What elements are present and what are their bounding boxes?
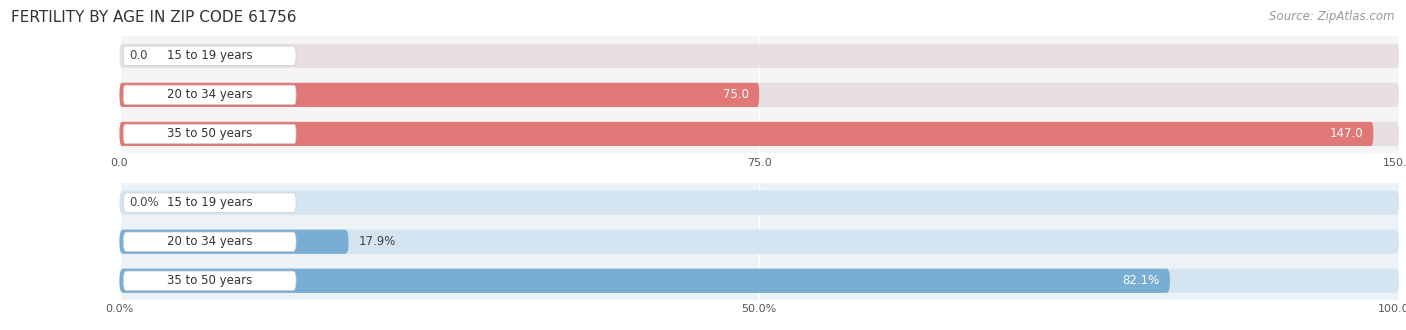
FancyBboxPatch shape [120, 122, 1399, 146]
Text: 82.1%: 82.1% [1122, 274, 1160, 287]
Text: 0.0%: 0.0% [129, 196, 159, 209]
Text: 17.9%: 17.9% [359, 235, 396, 248]
Text: 0.0: 0.0 [129, 49, 148, 62]
FancyBboxPatch shape [120, 190, 1399, 215]
FancyBboxPatch shape [124, 46, 297, 66]
FancyBboxPatch shape [120, 230, 1399, 254]
FancyBboxPatch shape [124, 271, 297, 290]
FancyBboxPatch shape [120, 230, 349, 254]
Text: 15 to 19 years: 15 to 19 years [167, 196, 253, 209]
FancyBboxPatch shape [124, 124, 297, 144]
Text: 35 to 50 years: 35 to 50 years [167, 274, 252, 287]
Text: 75.0: 75.0 [723, 88, 749, 101]
FancyBboxPatch shape [120, 83, 1399, 107]
FancyBboxPatch shape [124, 85, 297, 105]
FancyBboxPatch shape [124, 193, 297, 213]
Text: Source: ZipAtlas.com: Source: ZipAtlas.com [1270, 10, 1395, 23]
Text: 20 to 34 years: 20 to 34 years [167, 88, 253, 101]
FancyBboxPatch shape [120, 269, 1170, 293]
FancyBboxPatch shape [120, 44, 1399, 68]
FancyBboxPatch shape [120, 122, 1374, 146]
FancyBboxPatch shape [120, 269, 1399, 293]
Text: 20 to 34 years: 20 to 34 years [167, 235, 253, 248]
Text: 35 to 50 years: 35 to 50 years [167, 127, 252, 141]
Text: 15 to 19 years: 15 to 19 years [167, 49, 253, 62]
FancyBboxPatch shape [124, 232, 297, 251]
Text: FERTILITY BY AGE IN ZIP CODE 61756: FERTILITY BY AGE IN ZIP CODE 61756 [11, 10, 297, 25]
FancyBboxPatch shape [120, 83, 759, 107]
Text: 147.0: 147.0 [1330, 127, 1364, 141]
